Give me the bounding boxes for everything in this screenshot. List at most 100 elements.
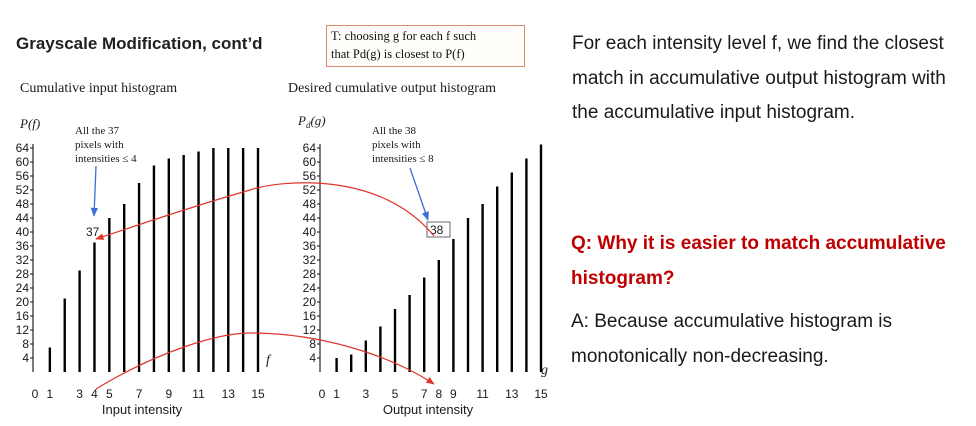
output-x-tick-label: 3 — [362, 387, 369, 401]
input-histogram-panel: Cumulative input histogram P(f) All the … — [16, 81, 272, 417]
description-text: For each intensity level f, we find the … — [572, 33, 946, 123]
output-y-tick-label: 32 — [303, 253, 317, 267]
output-bar-3 — [364, 340, 367, 372]
output-x-tick-label: 0 — [319, 387, 326, 401]
input-y-tick-label: 48 — [16, 197, 30, 211]
input-x-tick-label: 3 — [76, 387, 83, 401]
output-y-tick-label: 56 — [303, 169, 317, 183]
output-y-tick-label: 40 — [303, 225, 317, 239]
output-y-tick-label: 44 — [303, 211, 317, 225]
input-annotation-line-2: pixels with — [75, 139, 124, 151]
input-y-tick-label: 56 — [16, 169, 30, 183]
input-y-tick-label: 60 — [16, 155, 30, 169]
input-bar-10 — [182, 155, 185, 372]
input-x-tick-label: 15 — [251, 387, 265, 401]
input-y-tick-label: 44 — [16, 211, 30, 225]
input-y-tick-label: 12 — [16, 323, 30, 337]
input-bar-3 — [78, 270, 81, 372]
input-x-tick-label: 0 — [32, 387, 39, 401]
output-y-tick-label: 60 — [303, 155, 317, 169]
input-x-tick-label: 4 — [91, 387, 98, 401]
input-x-tick-label: 13 — [222, 387, 236, 401]
output-bar-2 — [350, 354, 353, 372]
output-annotation-line-1: All the 38 — [372, 125, 416, 137]
answer-text: A: Because accumulative histogram is mon… — [571, 311, 893, 367]
transform-definition-line-1: T: choosing g for each f such — [331, 29, 477, 43]
output-y-tick-label: 48 — [303, 197, 317, 211]
input-y-tick-label: 24 — [16, 281, 30, 295]
output-bar-12 — [496, 186, 499, 372]
input-y-tick-label: 16 — [16, 309, 30, 323]
output-bar-label-box — [426, 221, 451, 238]
cumulative-match-arrow — [95, 182, 435, 240]
output-bar-10 — [466, 218, 470, 372]
output-y-tick-label: 36 — [303, 239, 317, 253]
output-y-tick-label: 4 — [309, 351, 316, 365]
output-y-axis-label: Pd(g) — [297, 113, 326, 130]
input-bar-4 — [93, 242, 96, 372]
input-bar-5 — [108, 218, 111, 372]
input-bar-1 — [48, 347, 52, 372]
output-annotation-line-2: pixels with — [372, 139, 421, 151]
output-histogram-panel: Desired cumulative output histogram Pd(g… — [288, 81, 548, 417]
output-y-tick-label: 64 — [303, 141, 317, 155]
output-annotation-line-3: intensities ≤ 8 — [372, 153, 434, 165]
input-y-tick-label: 4 — [22, 351, 29, 365]
input-bar-13 — [227, 148, 230, 372]
input-y-tick-label: 28 — [16, 267, 30, 281]
input-histogram-title: Cumulative input histogram — [20, 81, 177, 96]
input-x-tick-label: 1 — [47, 387, 54, 401]
output-y-tick-label: 24 — [303, 281, 317, 295]
output-y-tick-label: 20 — [303, 295, 317, 309]
output-bar-4 — [379, 326, 382, 372]
output-bar-9 — [452, 239, 455, 372]
slide-title: Grayscale Modification, cont’d — [16, 34, 263, 53]
output-y-tick-label: 52 — [303, 183, 317, 197]
input-pointer-arrow — [90, 165, 98, 217]
output-y-tick-label: 8 — [309, 337, 316, 351]
output-y-tick-label: 28 — [303, 267, 317, 281]
output-bar-7 — [423, 277, 426, 372]
input-axis-var: f — [266, 353, 272, 368]
intensity-mapping-arrow — [95, 332, 435, 390]
output-x-axis-label: Output intensity — [383, 402, 474, 417]
output-bar-5 — [393, 309, 397, 372]
output-bar-13 — [510, 172, 513, 372]
input-x-axis-label: Input intensity — [102, 402, 183, 417]
output-bar-14 — [525, 158, 528, 372]
transform-definition-box: T: choosing g for each f such that Pd(g)… — [326, 25, 525, 67]
output-axis-var: g — [541, 363, 548, 378]
input-bar-7 — [137, 183, 141, 372]
output-x-tick-label: 7 — [421, 387, 428, 401]
input-bar-9 — [167, 158, 170, 372]
input-bar-14 — [241, 148, 245, 372]
output-x-tick-label: 1 — [333, 387, 340, 401]
input-bar-label: 37 — [86, 225, 100, 239]
input-x-tick-label: 11 — [192, 387, 205, 401]
output-bar-6 — [408, 295, 411, 372]
input-y-tick-label: 64 — [16, 141, 30, 155]
output-bar-11 — [481, 204, 484, 372]
question-text: Q: Why it is easier to match accumulativ… — [571, 233, 946, 289]
input-x-tick-label: 7 — [136, 387, 143, 401]
output-histogram-title: Desired cumulative output histogram — [288, 81, 496, 96]
input-y-tick-label: 52 — [16, 183, 30, 197]
input-x-tick-label: 9 — [165, 387, 172, 401]
input-annotation-line-3: intensities ≤ 4 — [75, 153, 137, 165]
output-pointer-arrow — [409, 167, 429, 221]
output-y-tick-label: 12 — [303, 323, 317, 337]
output-x-tick-label: 11 — [476, 387, 489, 401]
output-x-tick-label: 13 — [505, 387, 519, 401]
input-bar-6 — [123, 204, 126, 372]
input-y-axis-label: P(f) — [19, 116, 40, 131]
output-bar-1 — [335, 358, 338, 372]
output-bar-8 — [437, 260, 440, 372]
output-x-tick-label: 9 — [450, 387, 457, 401]
input-bar-12 — [212, 148, 215, 372]
input-y-tick-label: 36 — [16, 239, 30, 253]
output-x-tick-label: 5 — [392, 387, 399, 401]
output-x-tick-label: 15 — [534, 387, 548, 401]
transform-definition-line-2: that Pd(g) is closest to P(f) — [331, 47, 465, 61]
input-bar-15 — [256, 148, 260, 372]
